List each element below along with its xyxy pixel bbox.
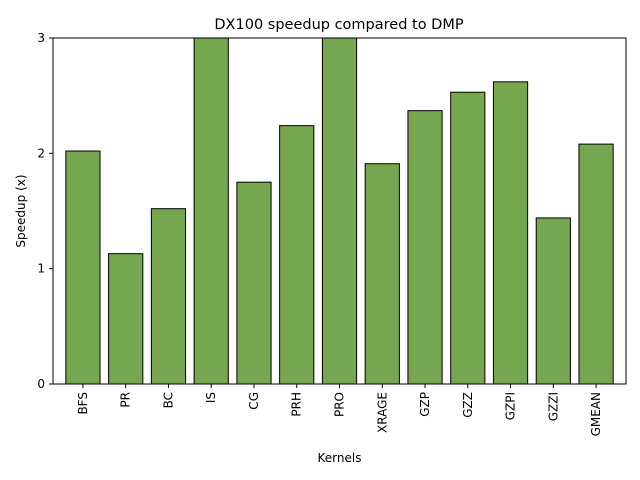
y-tick-label: 2 [37, 146, 45, 160]
x-tick-label-is: IS [204, 392, 218, 403]
y-axis-label: Speedup (x) [14, 174, 28, 247]
bar-pr [108, 253, 144, 385]
bar-bc [150, 208, 187, 385]
x-tick-label-prh: PRH [290, 392, 304, 417]
x-tick-label-pro: PRO [333, 392, 347, 417]
x-tick-label-cg: CG [247, 392, 261, 410]
bar-bfs [65, 150, 101, 385]
x-tick-label-pr: PR [119, 392, 133, 408]
plot-frame [52, 37, 627, 385]
x-tick-label-gzz: GZZ [461, 392, 475, 418]
x-tick-label-gzp: GZP [418, 392, 432, 417]
x-tick-label-bc: BC [161, 392, 175, 408]
bar-prh [279, 125, 315, 385]
bar-gzpi [492, 81, 529, 385]
x-axis: BFS PR BC IS CG PRH PRO XRAGE GZP GZZ GZPI GZZI GMEA… [76, 384, 603, 436]
x-tick-label-gzpi: GZPI [504, 392, 518, 420]
y-tick-label: 3 [37, 31, 45, 45]
bar-gmean [578, 143, 614, 385]
y-axis: 0 1 2 3 [37, 31, 53, 391]
bar-gzp [407, 110, 443, 385]
chart-title: DX100 speedup compared to DMP [214, 17, 463, 33]
x-tick-label-xrage: XRAGE [375, 392, 389, 433]
x-tick-label-gzzi: GZZI [546, 392, 560, 421]
bar-cg [236, 181, 272, 385]
y-tick-label: 1 [37, 262, 45, 276]
bar-pro [321, 37, 358, 385]
bar-gzzi [535, 217, 571, 385]
bar-xrage [364, 163, 400, 385]
x-axis-label: Kernels [318, 451, 362, 465]
bar-gzz [450, 91, 486, 385]
x-tick-label-gmean: GMEAN [589, 392, 603, 436]
x-tick-label-bfs: BFS [76, 392, 90, 415]
y-tick-label: 0 [37, 377, 45, 391]
bar-is [193, 37, 229, 385]
bars-group [65, 37, 614, 385]
